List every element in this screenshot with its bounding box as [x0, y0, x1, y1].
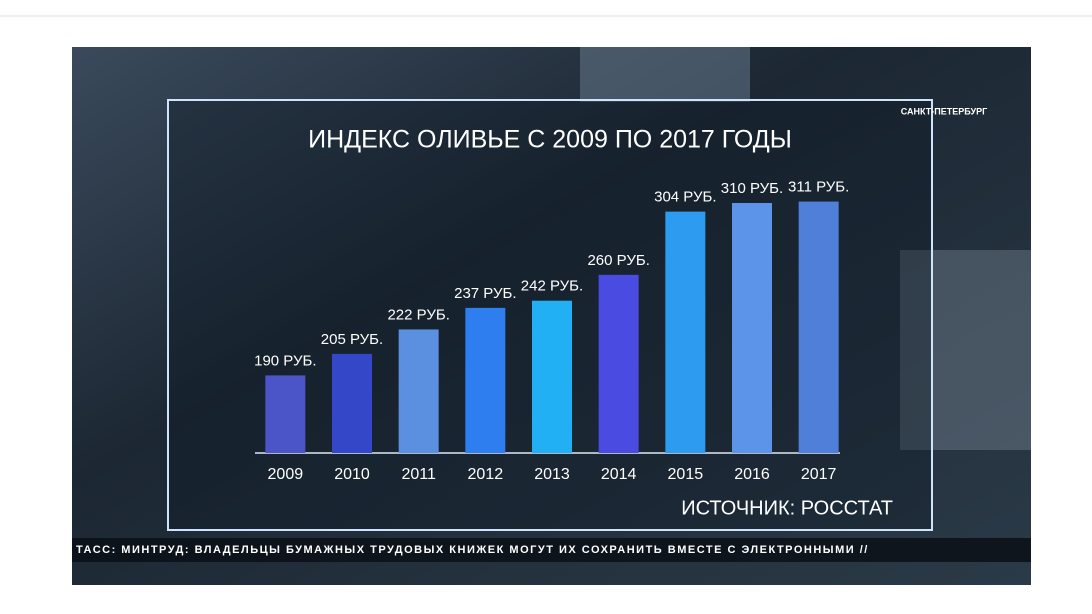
ticker-bar [72, 538, 1031, 562]
bg-shape [900, 250, 1031, 450]
value-label: 190 РУБ. [254, 352, 316, 369]
bar [798, 201, 839, 453]
x-tick-label: 2013 [534, 466, 570, 483]
value-label: 242 РУБ. [521, 278, 583, 295]
x-tick-label: 2016 [734, 466, 770, 483]
value-label: 304 РУБ. [654, 189, 716, 206]
bar [732, 202, 772, 453]
x-tick-label: 2017 [801, 466, 837, 483]
value-label: 237 РУБ. [454, 285, 516, 302]
x-tick-label: 2014 [601, 466, 637, 483]
source: ИСТОЧНИК: РОССТАТ [681, 497, 893, 519]
x-tick-label: 2011 [401, 466, 436, 483]
value-label: 310 РУБ. [721, 180, 783, 197]
bar [465, 307, 506, 453]
bar [265, 375, 306, 453]
ticker: ТАСС: МИНТРУД: ВЛАДЕЛЬЦЫ БУМАЖНЫХ ТРУДОВ… [76, 544, 869, 556]
bar [598, 274, 639, 453]
bar [398, 329, 439, 453]
chart-title: ИНДЕКС ОЛИВЬЕ С 2009 ПО 2017 ГОДЫ [308, 126, 792, 154]
value-label: 222 РУБ. [387, 306, 449, 323]
x-tick-label: 2009 [268, 466, 304, 483]
bar [332, 353, 372, 453]
x-tick-label: 2012 [468, 466, 504, 483]
x-tick-label: 2015 [668, 466, 704, 483]
x-tick-label: 2010 [334, 466, 370, 483]
bg-shape [580, 47, 750, 102]
bar [532, 300, 572, 453]
value-label: 311 РУБ. [788, 179, 849, 196]
value-label: 260 РУБ. [587, 252, 649, 269]
channel-logo: САНКТ-ПЕТЕРБУРГ [901, 106, 987, 116]
value-label: 205 РУБ. [321, 331, 383, 348]
bar [665, 211, 706, 453]
